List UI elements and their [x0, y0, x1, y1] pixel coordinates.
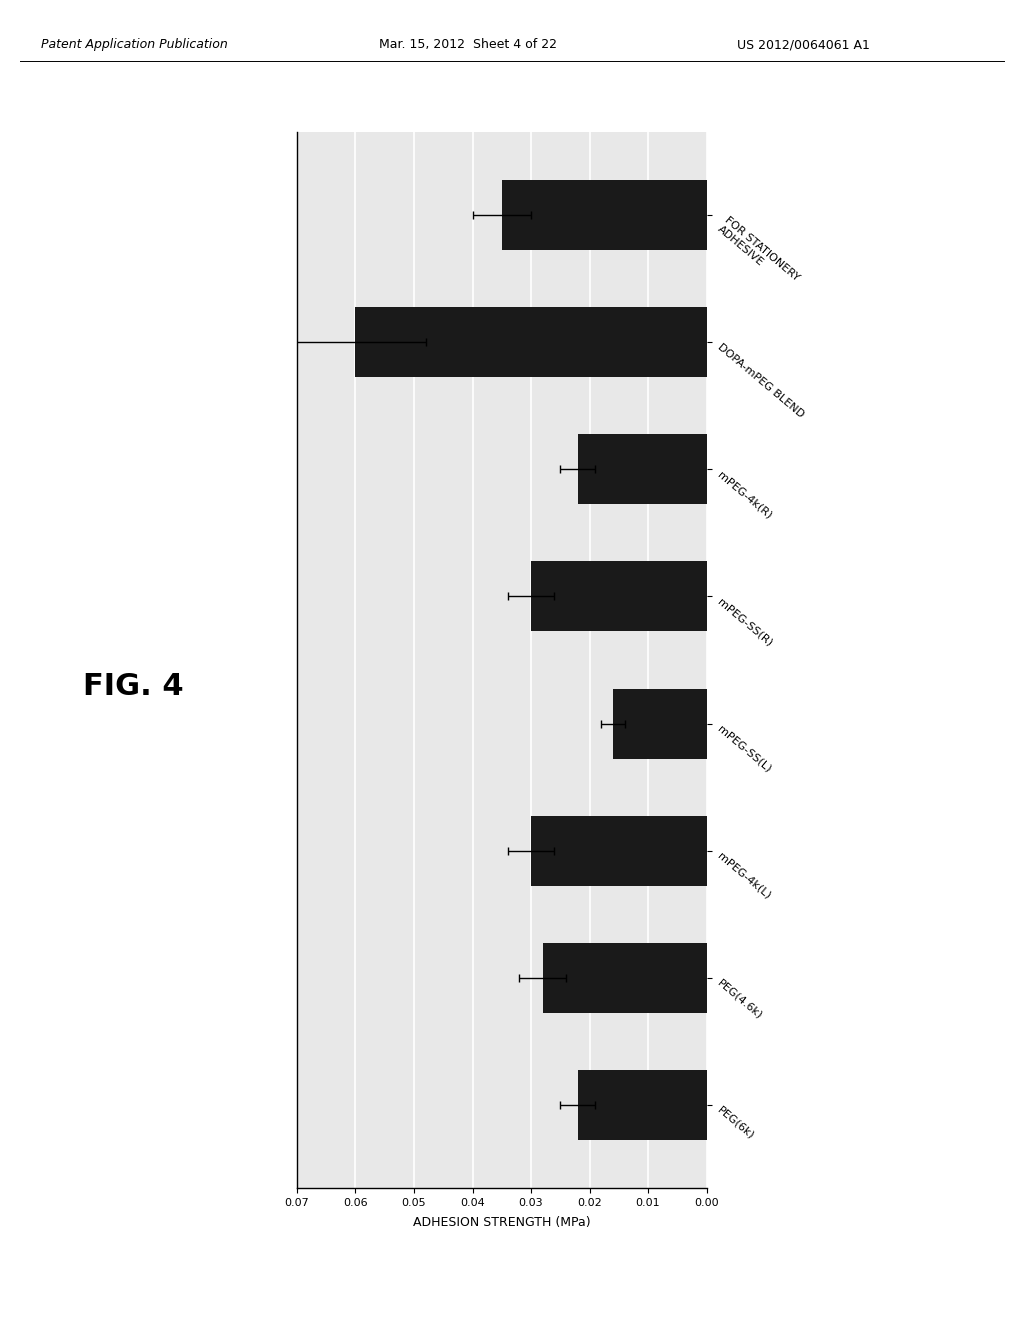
Bar [531, 561, 707, 631]
Text: Mar. 15, 2012  Sheet 4 of 22: Mar. 15, 2012 Sheet 4 of 22 [379, 38, 557, 51]
Bar [355, 308, 707, 378]
Text: FIG. 4: FIG. 4 [83, 672, 183, 701]
Bar [578, 434, 707, 504]
Bar [543, 942, 707, 1012]
Bar [578, 1071, 707, 1140]
Text: Patent Application Publication: Patent Application Publication [41, 38, 227, 51]
Text: US 2012/0064061 A1: US 2012/0064061 A1 [737, 38, 870, 51]
Bar [531, 816, 707, 886]
Bar [502, 180, 707, 249]
Bar [613, 689, 707, 759]
X-axis label: ADHESION STRENGTH (MPa): ADHESION STRENGTH (MPa) [413, 1216, 591, 1229]
